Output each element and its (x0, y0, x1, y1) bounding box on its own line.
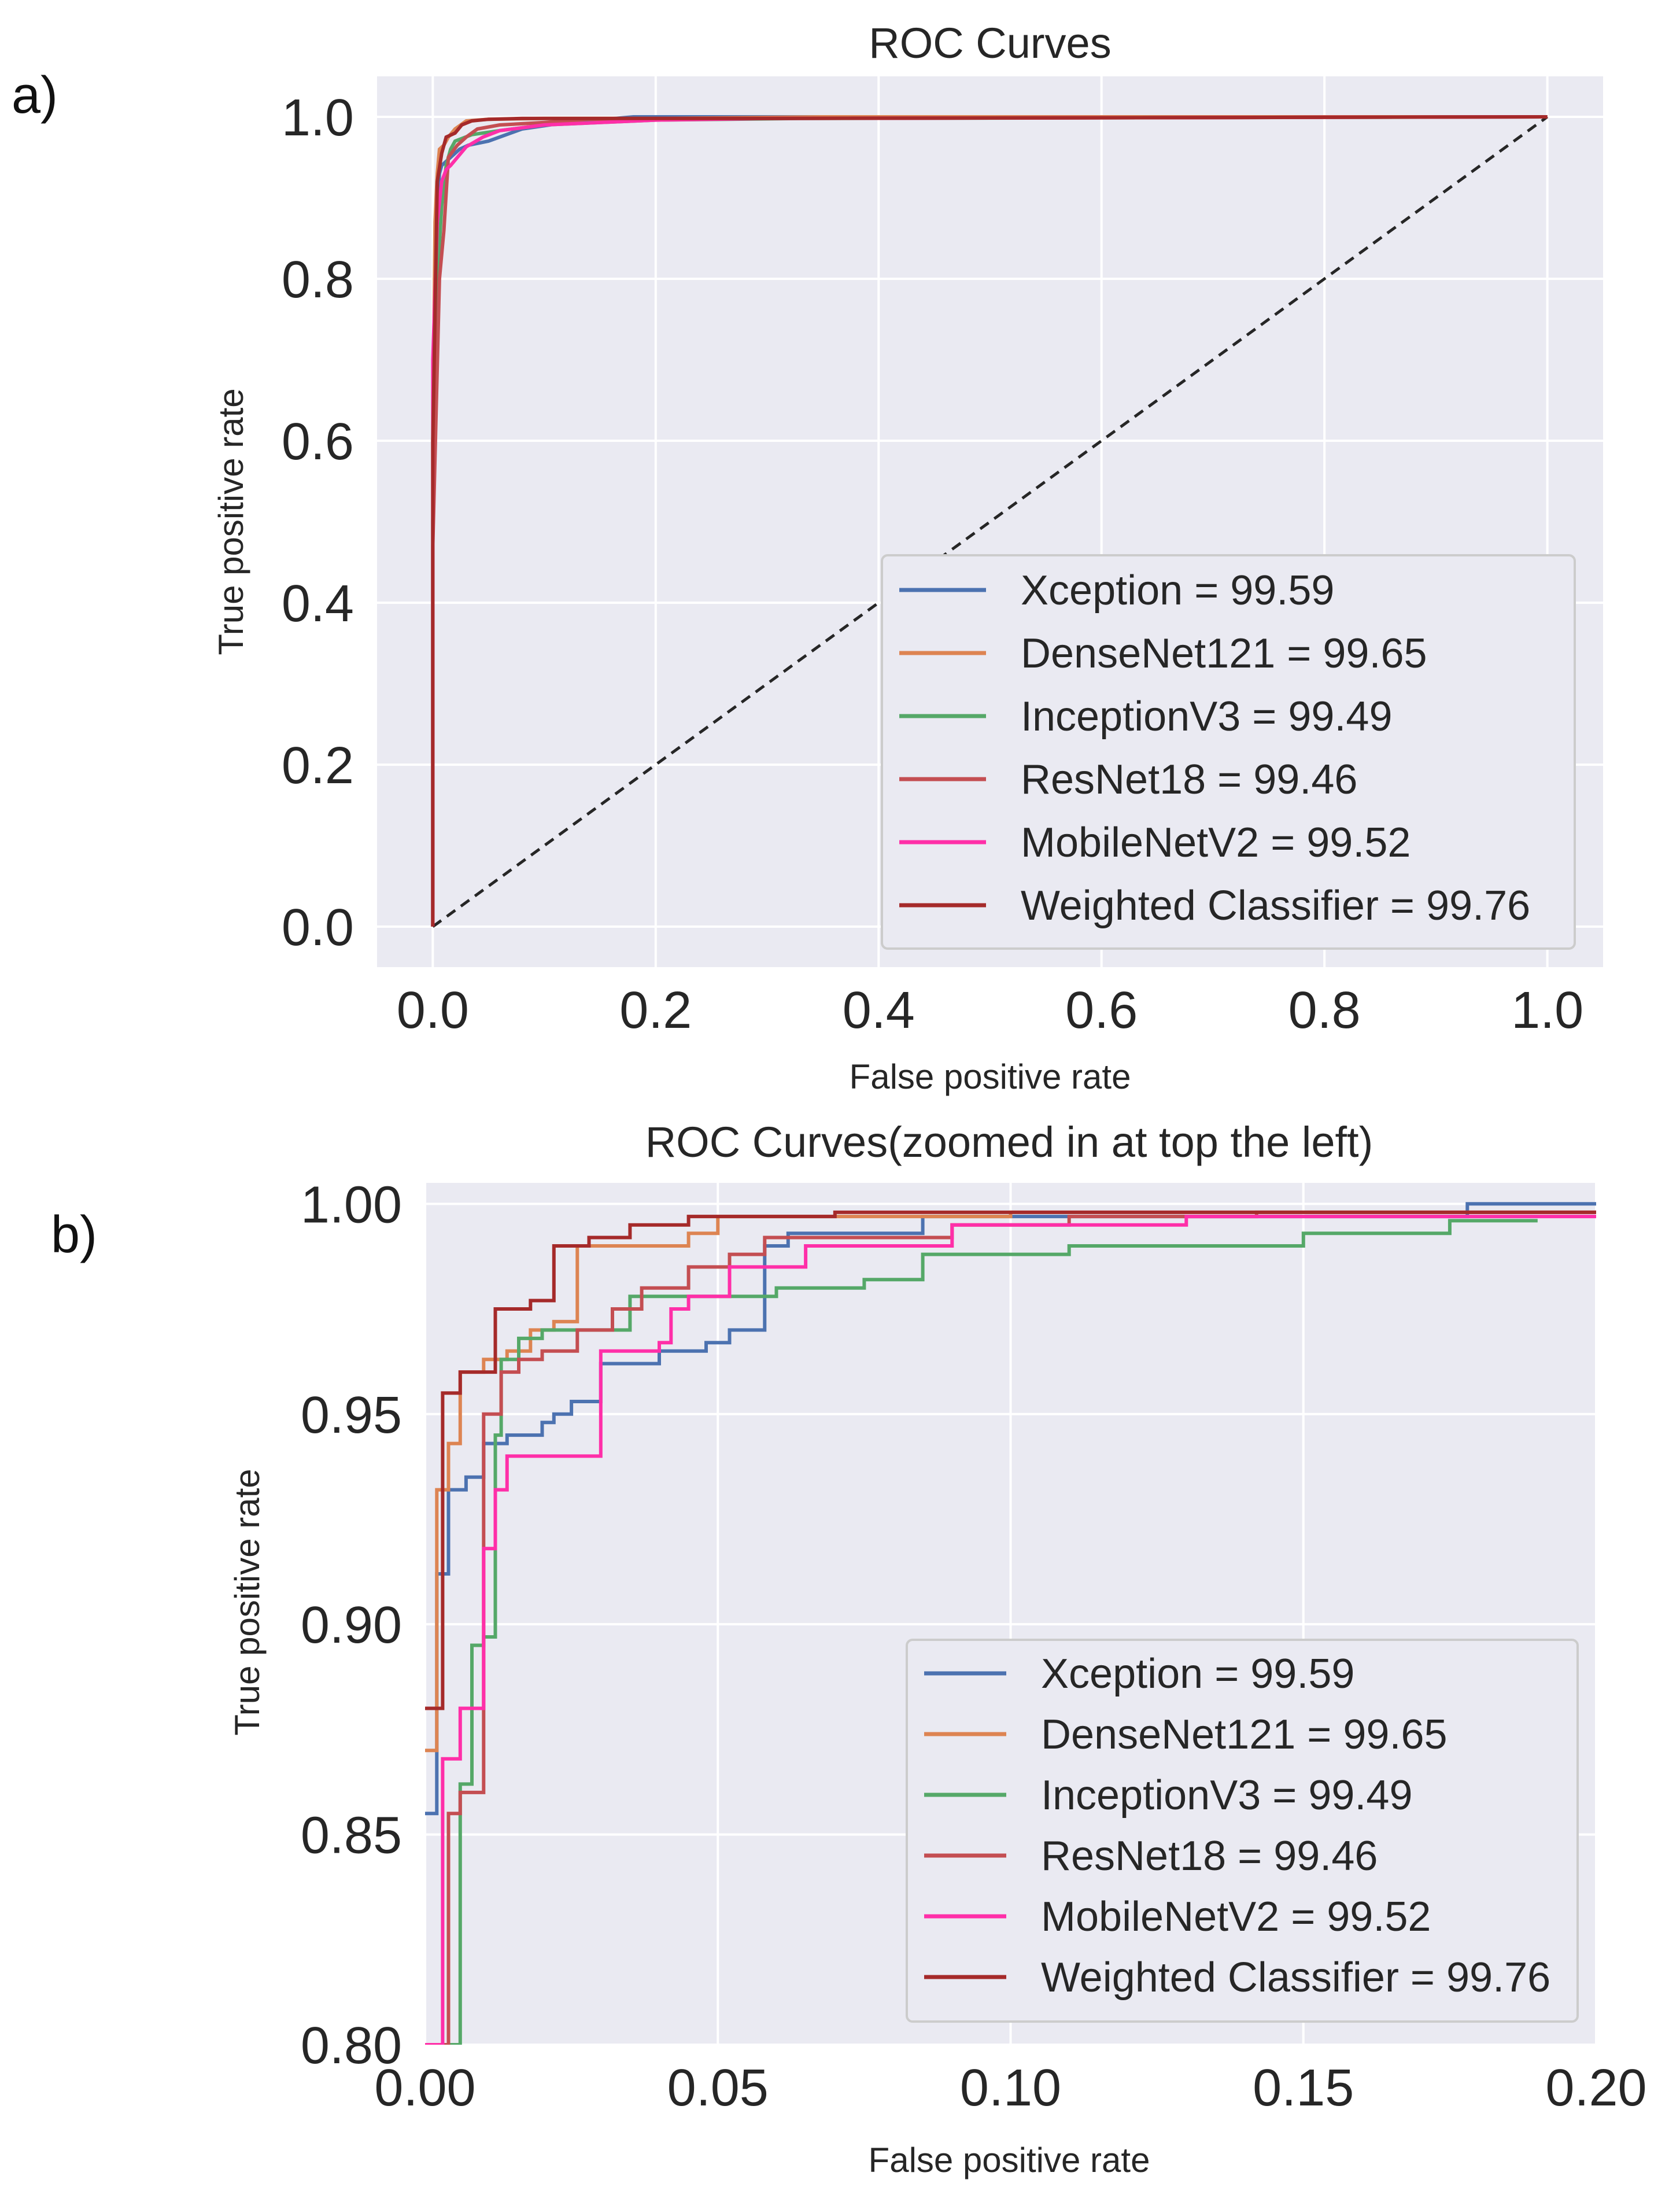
y-axis-label-b: True positive rate (228, 1469, 267, 1735)
legend-entry: MobileNetV2 = 99.52 (1041, 1894, 1431, 1940)
legend-entry: Xception = 99.59 (1021, 567, 1334, 614)
roc-series-line (425, 1210, 1596, 1753)
legend-box-a (881, 554, 1576, 950)
x-tick-label: 0.0 (397, 982, 469, 1039)
y-tick-label: 1.00 (301, 1176, 402, 1234)
x-tick-label: 0.05 (667, 2059, 769, 2117)
y-tick-label: 0.95 (301, 1386, 402, 1444)
legend-entry: Xception = 99.59 (1041, 1651, 1354, 1697)
y-tick-label: 1.0 (282, 89, 354, 147)
legend-entry: InceptionV3 = 99.49 (1021, 694, 1393, 740)
y-axis-label-a: True positive rate (212, 388, 250, 655)
y-tick-label: 0.0 (282, 899, 354, 957)
y-tick-label: 0.6 (282, 413, 354, 471)
legend-entry: DenseNet121 = 99.65 (1041, 1712, 1448, 1758)
y-tick-label: 0.4 (282, 575, 354, 633)
roc-series-line (425, 1215, 1596, 2045)
legend-entry: ResNet18 = 99.46 (1021, 757, 1357, 803)
roc-chart-panel-b: b) ROC Curves(zoomed in at top the left)… (51, 1118, 1647, 2179)
chance-line (431, 115, 1549, 928)
y-tick-label: 0.2 (282, 737, 354, 795)
legend-entry: DenseNet121 = 99.65 (1021, 630, 1427, 677)
series-layer-b (425, 1202, 1596, 2045)
legend-b: Xception = 99.59 DenseNet121 = 99.65 Incep… (906, 1639, 1579, 2023)
series-layer-a (431, 115, 1549, 928)
y-tick-labels-b: 0.80 0.85 0.90 0.95 1.00 (301, 1176, 402, 2075)
chart-title-b: ROC Curves(zoomed in at top the left) (645, 1118, 1373, 1166)
x-tick-label: 0.6 (1065, 982, 1138, 1039)
series-group (431, 115, 1549, 928)
legend-a: Xception = 99.59 DenseNet121 = 99.65 Incep… (881, 554, 1576, 950)
x-tick-labels-b: 0.00 0.05 0.10 0.15 0.20 (374, 2059, 1646, 2117)
x-tick-label: 1.0 (1511, 982, 1583, 1039)
x-tick-label: 0.15 (1253, 2059, 1354, 2117)
roc-series-line (425, 1202, 1596, 1816)
legend-entry: ResNet18 = 99.46 (1041, 1833, 1378, 1879)
y-tick-label: 0.80 (301, 2017, 402, 2075)
legend-entry: InceptionV3 = 99.49 (1041, 1772, 1413, 1819)
x-tick-label: 0.8 (1288, 982, 1361, 1039)
chart-title-a: ROC Curves (869, 19, 1111, 67)
x-axis-label-b: False positive rate (869, 2141, 1150, 2179)
panel-label-a: a) (12, 67, 58, 124)
y-tick-label: 0.90 (301, 1596, 402, 1654)
x-tick-labels-a: 0.0 0.2 0.4 0.6 0.8 1.0 (397, 982, 1583, 1039)
x-axis-label-a: False positive rate (850, 1057, 1131, 1096)
y-tick-label: 0.8 (282, 251, 354, 309)
roc-series-line (431, 115, 1548, 927)
roc-chart-panel-a: a) ROC Curves 0.0 0.2 0.4 0.6 0.8 1.0 0.00.20… (12, 19, 1603, 1096)
panel-label-b: b) (51, 1206, 97, 1264)
y-tick-label: 0.85 (301, 1807, 402, 1865)
x-tick-label: 0.20 (1545, 2059, 1646, 2117)
series-group (425, 1202, 1596, 2045)
x-tick-label: 0.4 (843, 982, 915, 1039)
x-tick-label: 0.00 (374, 2059, 475, 2117)
roc-series-line (425, 1210, 1596, 1710)
x-tick-label: 0.10 (960, 2059, 1061, 2117)
legend-box-b (906, 1639, 1579, 2023)
y-tick-labels-a: 0.0 0.2 0.4 0.6 0.8 1.0 (282, 89, 354, 957)
legend-entry: Weighted Classifier = 99.76 (1041, 1954, 1550, 2001)
x-tick-label: 0.2 (619, 982, 692, 1039)
legend-entry: Weighted Classifier = 99.76 (1021, 883, 1530, 929)
legend-entry: MobileNetV2 = 99.52 (1021, 820, 1411, 866)
